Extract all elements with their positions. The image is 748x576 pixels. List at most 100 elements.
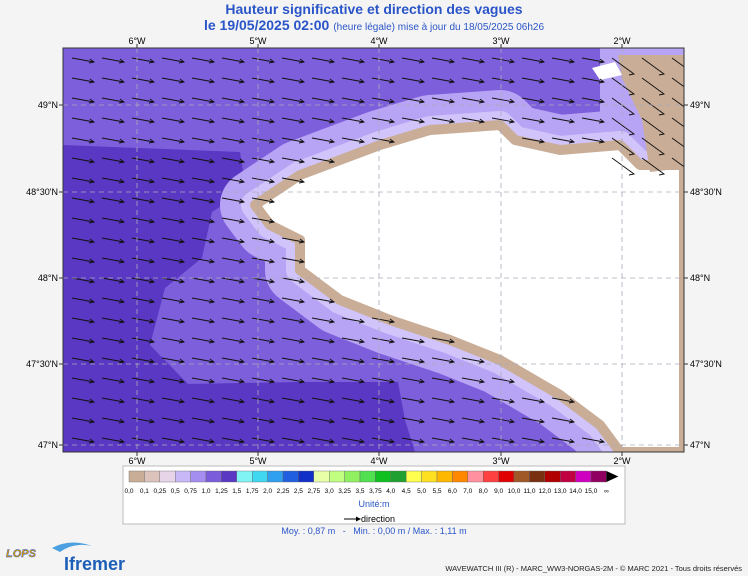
wave-arrow — [371, 117, 396, 124]
wave-arrow — [341, 77, 366, 84]
wave-arrow — [401, 377, 426, 384]
wave-arrow — [281, 397, 306, 404]
wave-arrow — [101, 197, 126, 204]
wave-arrow — [221, 237, 246, 244]
wave-arrow — [521, 417, 546, 424]
land — [250, 120, 684, 452]
wave-arrow — [431, 77, 456, 84]
wave-arrow — [281, 357, 306, 364]
wave-arrow — [671, 157, 684, 168]
wave-arrow — [281, 77, 306, 84]
wave-arrow — [551, 57, 576, 64]
wave-arrow — [161, 317, 186, 324]
wave-arrow — [71, 317, 96, 324]
wave-arrow — [221, 97, 246, 104]
wave-arrow — [281, 237, 306, 244]
scale-label: 2,25 — [277, 488, 290, 495]
scale-label: 1,0 — [201, 488, 210, 495]
wave-arrow — [131, 317, 156, 324]
wave-arrow — [281, 257, 306, 264]
wave-arrow — [611, 77, 636, 96]
wave-arrow — [311, 57, 336, 64]
wave-arrow — [131, 277, 156, 284]
lon-label: 5°W — [249, 456, 267, 466]
wave-arrow — [281, 337, 306, 344]
wave-arrow — [131, 57, 156, 64]
wave-arrow — [251, 277, 276, 284]
wave-arrow — [161, 297, 186, 304]
scale-label: 0,5 — [171, 488, 180, 495]
wave-arrow — [191, 197, 216, 204]
wave-arrow — [131, 417, 156, 424]
scale-label: 0,25 — [153, 488, 166, 495]
wave-arrow — [221, 357, 246, 364]
lat-label: 47°N — [38, 440, 58, 450]
scale-label: 8,0 — [479, 488, 488, 495]
wave-arrow — [311, 117, 336, 124]
wave-arrow — [101, 397, 126, 404]
wave-arrow — [341, 337, 366, 344]
wave-arrow — [281, 137, 306, 144]
color-swatch — [221, 470, 237, 483]
wave-arrow — [71, 397, 96, 404]
direction-label: direction — [361, 514, 395, 524]
scale-end-arrow — [606, 471, 619, 482]
wave-arrow — [401, 337, 426, 344]
island — [592, 62, 622, 80]
coast-bands — [220, 48, 684, 452]
wave-arrow — [131, 377, 156, 384]
wave-arrow — [101, 117, 126, 124]
color-swatch — [483, 470, 499, 483]
wave-arrow — [101, 337, 126, 344]
scale-label: 11,0 — [523, 488, 536, 495]
wave-arrow — [131, 197, 156, 204]
wave-arrow — [161, 257, 186, 264]
wave-arrow — [341, 377, 366, 384]
wave-arrow — [71, 377, 96, 384]
scale-label: 4,5 — [402, 488, 411, 495]
scale-label: 3,75 — [369, 488, 382, 495]
color-swatch — [436, 470, 453, 483]
wave-arrow — [161, 357, 186, 364]
wave-arrow — [191, 217, 216, 224]
wave-arrow — [341, 357, 366, 364]
wave-arrow — [431, 357, 456, 364]
wave-arrow — [281, 117, 306, 124]
wave-arrow — [161, 417, 186, 424]
wave-arrow — [71, 297, 96, 304]
wave-arrow — [371, 137, 396, 144]
wave-arrow — [461, 437, 486, 444]
wave-arrow — [101, 217, 126, 224]
wave-arrow — [101, 277, 126, 284]
color-swatch — [313, 470, 330, 483]
wave-arrow — [581, 437, 606, 444]
wave-arrow — [131, 217, 156, 224]
scale-label: 5,5 — [432, 488, 441, 495]
wave-arrow — [131, 237, 156, 244]
wave-arrow — [101, 237, 126, 244]
wave-arrow — [191, 437, 216, 444]
color-swatch — [236, 470, 253, 483]
color-swatch — [267, 470, 284, 483]
wave-arrow — [191, 57, 216, 64]
wave-arrow — [191, 137, 216, 144]
wave-arrow — [551, 137, 576, 144]
color-swatch — [174, 470, 191, 483]
wave-arrow — [671, 117, 684, 128]
wave-arrow — [341, 57, 366, 64]
wave-arrow — [251, 337, 276, 344]
wave-arrow — [161, 377, 186, 384]
wave-arrow — [371, 77, 396, 84]
wave-arrow — [251, 237, 276, 244]
scale-label: 2,5 — [294, 488, 303, 495]
update-note: (heure légale) mise à jour du 18/05/2025… — [333, 22, 544, 33]
wave-arrow — [311, 137, 336, 144]
lat-label: 47°30'N — [26, 359, 58, 369]
wave-arrow — [491, 417, 516, 424]
color-swatch — [375, 470, 391, 483]
wave-arrow — [281, 417, 306, 424]
color-swatch — [282, 470, 299, 483]
lat-label: 49°N — [690, 100, 710, 110]
scale-label: 10,0 — [508, 488, 521, 495]
wave-arrow — [191, 297, 216, 304]
